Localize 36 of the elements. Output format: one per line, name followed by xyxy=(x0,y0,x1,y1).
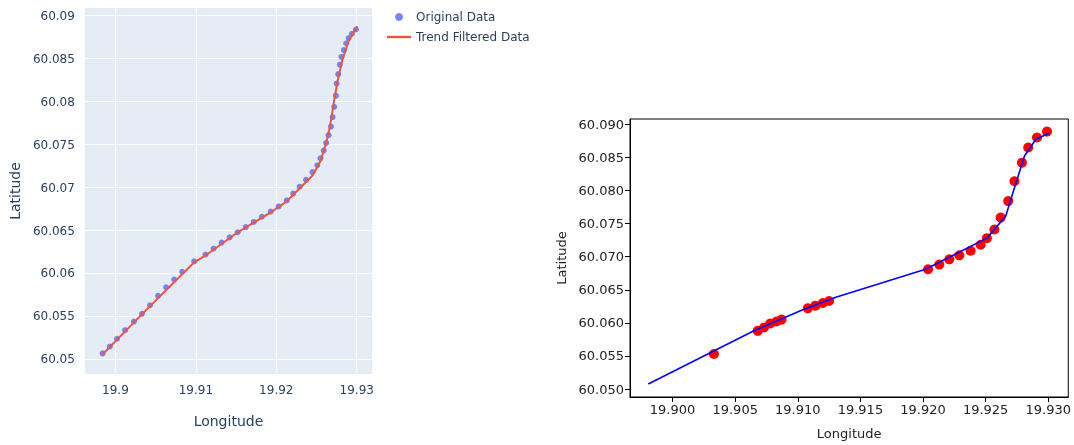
x-tick-label: 19.915 xyxy=(837,402,884,417)
y-tick-label: 60.065 xyxy=(578,282,624,298)
y-tick-label: 60.07 xyxy=(40,180,75,195)
legend-label: Trend Filtered Data xyxy=(415,30,530,44)
y-tick-label: 60.080 xyxy=(578,182,624,198)
y-tick-label: 60.075 xyxy=(32,137,75,152)
x-tick-label: 19.930 xyxy=(1025,402,1072,417)
x-tick-label: 19.91 xyxy=(178,383,214,397)
y-tick-label: 60.055 xyxy=(32,309,75,324)
y-tick-label: 60.05 xyxy=(40,352,75,367)
x-tick-label: 19.910 xyxy=(775,402,821,417)
y-axis-title: Latitude xyxy=(7,162,23,220)
y-tick-label: 60.085 xyxy=(578,149,624,165)
x-tick-label: 19.925 xyxy=(962,402,1009,417)
y-tick-label: 60.055 xyxy=(578,348,624,364)
y-tick-label: 60.065 xyxy=(32,223,75,238)
y-tick-label: 60.090 xyxy=(578,116,624,132)
y-tick-label: 60.09 xyxy=(40,8,75,23)
y-tick-label: 60.070 xyxy=(578,249,624,265)
x-tick-label: 19.9 xyxy=(102,383,129,397)
y-axis-title: Latitude xyxy=(553,231,569,285)
y-tick-label: 60.060 xyxy=(578,315,624,331)
legend-label: Original Data xyxy=(416,10,496,24)
y-tick-label: 60.075 xyxy=(578,216,624,232)
y-tick-label: 60.06 xyxy=(40,266,75,281)
x-tick-label: 19.900 xyxy=(649,402,696,417)
x-tick-label: 19.905 xyxy=(712,402,758,417)
x-tick-label: 19.93 xyxy=(339,383,374,397)
y-tick-label: 60.050 xyxy=(578,381,624,397)
y-tick-label: 60.085 xyxy=(32,51,75,66)
x-tick-label: 19.920 xyxy=(900,402,946,417)
y-tick-label: 60.08 xyxy=(40,94,75,109)
x-axis-title: Longitude xyxy=(193,413,264,429)
x-tick-label: 19.92 xyxy=(259,383,294,397)
x-axis-title: Longitude xyxy=(816,426,882,441)
line-series xyxy=(101,25,358,356)
